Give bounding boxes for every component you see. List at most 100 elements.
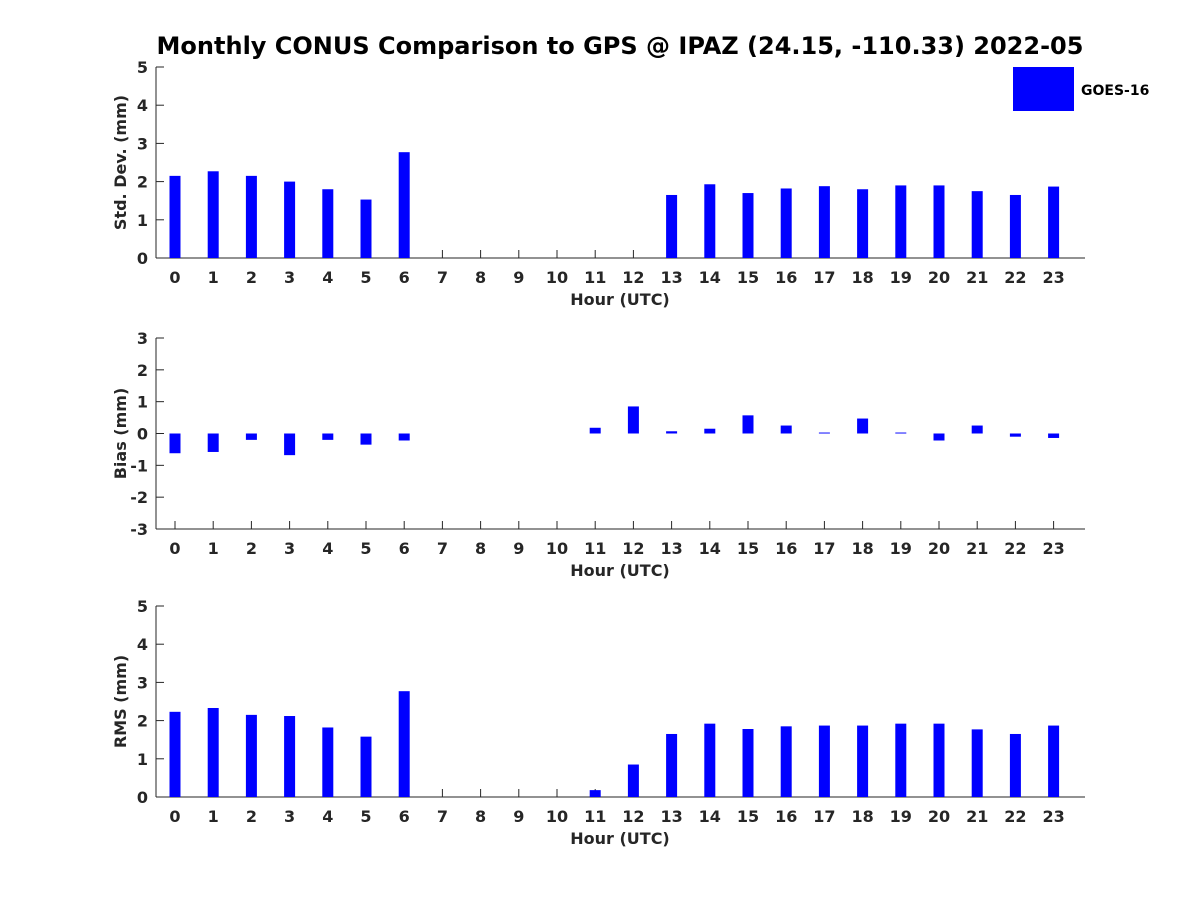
bias-x-tick-label: 18: [851, 539, 873, 558]
std-dev-x-tick-label: 22: [1004, 268, 1026, 287]
rms-y-tick-label: 1: [137, 750, 148, 769]
std-dev-x-tick-label: 12: [622, 268, 644, 287]
bias-x-tick-label: 15: [737, 539, 759, 558]
bias-x-tick-label: 14: [699, 539, 721, 558]
rms-bar-17: [818, 725, 830, 797]
bias-x-tick-label: 23: [1042, 539, 1064, 558]
rms-x-tick-label: 22: [1004, 807, 1026, 826]
bias-bar-3: [284, 433, 296, 456]
bias-bar-12: [627, 406, 639, 434]
std-dev-x-tick-label: 3: [284, 268, 295, 287]
std-dev-x-tick-label: 8: [475, 268, 486, 287]
legend: GOES-16: [1013, 67, 1149, 111]
std-dev-x-tick-label: 15: [737, 268, 759, 287]
std-dev-x-tick-label: 9: [513, 268, 524, 287]
rms-x-tick-label: 8: [475, 807, 486, 826]
bias-x-tick-label: 1: [208, 539, 219, 558]
std-dev-x-tick-label: 13: [660, 268, 682, 287]
std-dev-x-tick-label: 2: [246, 268, 257, 287]
rms-x-tick-label: 5: [360, 807, 371, 826]
std-dev-y-tick-label: 2: [137, 173, 148, 192]
std-dev-x-axis-label: Hour (UTC): [570, 290, 670, 309]
bias-bar-1: [207, 433, 219, 452]
std-dev-bar-14: [704, 184, 716, 258]
std-dev-y-tick-label: 3: [137, 134, 148, 153]
rms-x-tick-label: 1: [208, 807, 219, 826]
bias-y-tick-label: -3: [130, 520, 148, 539]
bias-bar-22: [1009, 433, 1021, 437]
std-dev-bar-21: [971, 191, 983, 258]
bias-y-tick-label: -1: [130, 456, 148, 475]
rms-x-tick-label: 2: [246, 807, 257, 826]
bias-bar-18: [857, 418, 869, 434]
std-dev-y-tick-label: 5: [137, 58, 148, 77]
bias-x-tick-label: 16: [775, 539, 797, 558]
rms-x-tick-label: 0: [169, 807, 180, 826]
bias-x-tick-label: 3: [284, 539, 295, 558]
bias-bar-21: [971, 425, 983, 434]
std-dev-y-tick-label: 1: [137, 211, 148, 230]
rms-x-tick-label: 19: [890, 807, 912, 826]
legend-label: GOES-16: [1081, 83, 1149, 99]
std-dev-x-tick-label: 14: [699, 268, 721, 287]
bias-x-tick-label: 22: [1004, 539, 1026, 558]
std-dev-bar-2: [245, 175, 257, 258]
bias-x-tick-label: 6: [399, 539, 410, 558]
rms-bar-20: [933, 723, 945, 797]
rms-x-tick-label: 21: [966, 807, 988, 826]
legend-swatch: [1013, 67, 1074, 111]
rms-bar-21: [971, 729, 983, 797]
bias-bar-16: [780, 425, 792, 434]
bias-y-tick-label: -2: [130, 488, 148, 507]
bias-x-axis-label: Hour (UTC): [570, 561, 670, 580]
std-dev-bar-4: [322, 189, 334, 258]
std-dev-x-tick-label: 17: [813, 268, 835, 287]
std-dev-bar-22: [1009, 194, 1021, 258]
rms-x-tick-label: 18: [851, 807, 873, 826]
bias-x-tick-label: 5: [360, 539, 371, 558]
bias-x-tick-label: 9: [513, 539, 524, 558]
rms-bar-23: [1048, 725, 1060, 797]
bias-y-tick-label: 3: [137, 329, 148, 348]
std-dev-x-tick-label: 5: [360, 268, 371, 287]
std-dev-bar-15: [742, 193, 754, 258]
std-dev-x-tick-label: 16: [775, 268, 797, 287]
rms-x-tick-label: 17: [813, 807, 835, 826]
rms-bar-14: [704, 723, 716, 797]
rms-bar-22: [1009, 733, 1021, 797]
std-dev-x-tick-label: 0: [169, 268, 180, 287]
rms-bar-11: [589, 790, 601, 797]
rms-bar-6: [398, 691, 410, 797]
bias-bar-11: [589, 427, 601, 434]
rms-x-tick-label: 6: [399, 807, 410, 826]
bias-x-tick-label: 11: [584, 539, 606, 558]
bias-y-axis-label: Bias (mm): [111, 388, 130, 480]
rms-x-tick-label: 9: [513, 807, 524, 826]
rms-y-tick-label: 2: [137, 712, 148, 731]
rms-x-tick-label: 12: [622, 807, 644, 826]
bias-x-tick-label: 21: [966, 539, 988, 558]
std-dev-bar-0: [169, 175, 181, 258]
rms-y-tick-label: 4: [137, 635, 148, 654]
rms-bar-5: [360, 736, 372, 797]
rms-x-tick-label: 15: [737, 807, 759, 826]
bias-x-tick-label: 20: [928, 539, 950, 558]
bias-bar-14: [704, 428, 716, 434]
rms-x-tick-label: 3: [284, 807, 295, 826]
std-dev-x-tick-label: 4: [322, 268, 333, 287]
bias-bar-5: [360, 433, 372, 445]
bias-x-tick-label: 8: [475, 539, 486, 558]
rms-x-tick-label: 20: [928, 807, 950, 826]
std-dev-bar-1: [207, 171, 219, 258]
std-dev-bar-23: [1048, 186, 1060, 258]
rms-bar-15: [742, 729, 754, 797]
bias-bar-0: [169, 433, 181, 454]
rms-bar-3: [284, 716, 296, 797]
bias-x-tick-label: 10: [546, 539, 568, 558]
rms-bar-19: [895, 723, 907, 797]
bias-x-tick-label: 7: [437, 539, 448, 558]
rms-y-tick-label: 3: [137, 673, 148, 692]
